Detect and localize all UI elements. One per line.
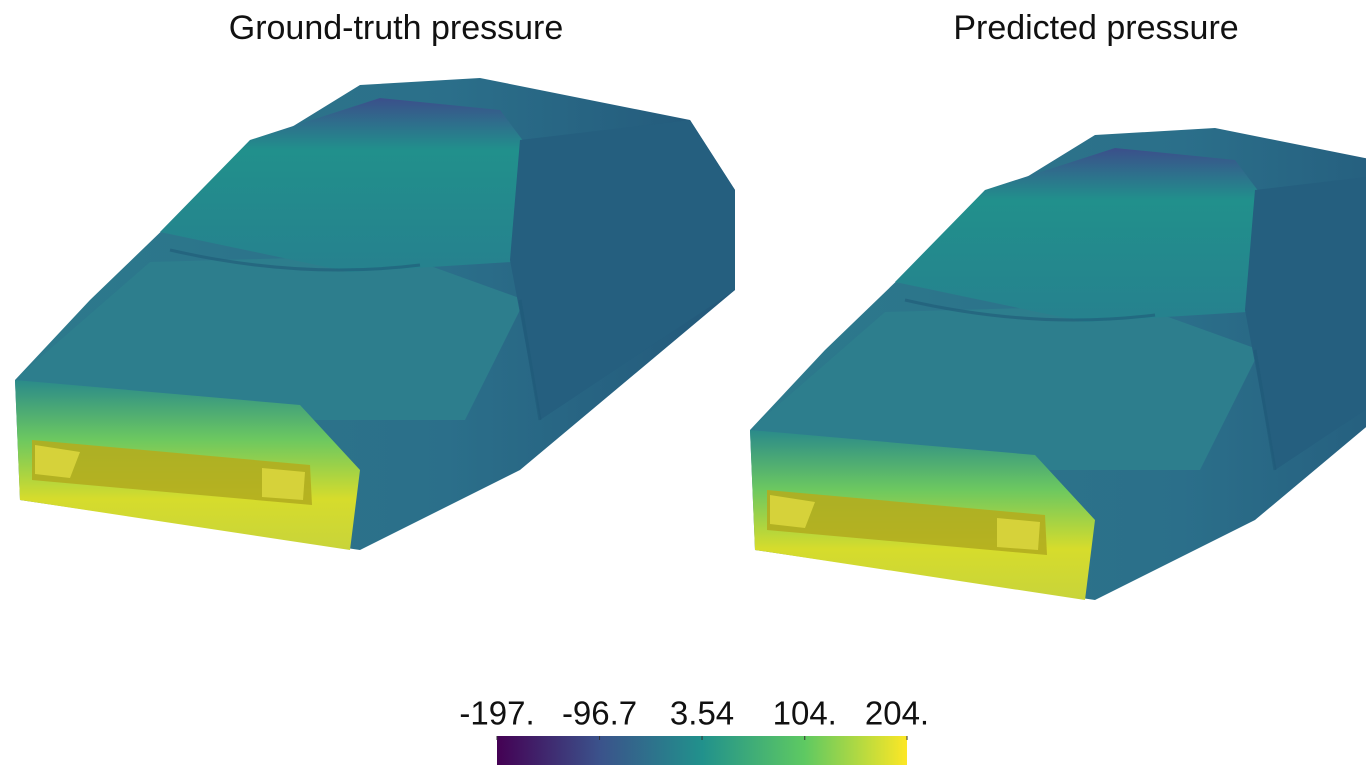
colorbar-tick-label: -197. [459, 695, 534, 732]
panel-title: Ground-truth pressure [229, 9, 564, 47]
colorbar-tick-label: 204. [865, 695, 929, 732]
colorbar [497, 736, 907, 765]
panel-title: Predicted pressure [953, 9, 1238, 47]
colorbar-tick-label: 3.54 [670, 695, 734, 732]
predicted-car [748, 126, 1366, 602]
colorbar-tick-label: 104. [773, 695, 837, 732]
ground-truth-car [13, 76, 737, 552]
colorbar-tick-label: -96.7 [562, 695, 637, 732]
